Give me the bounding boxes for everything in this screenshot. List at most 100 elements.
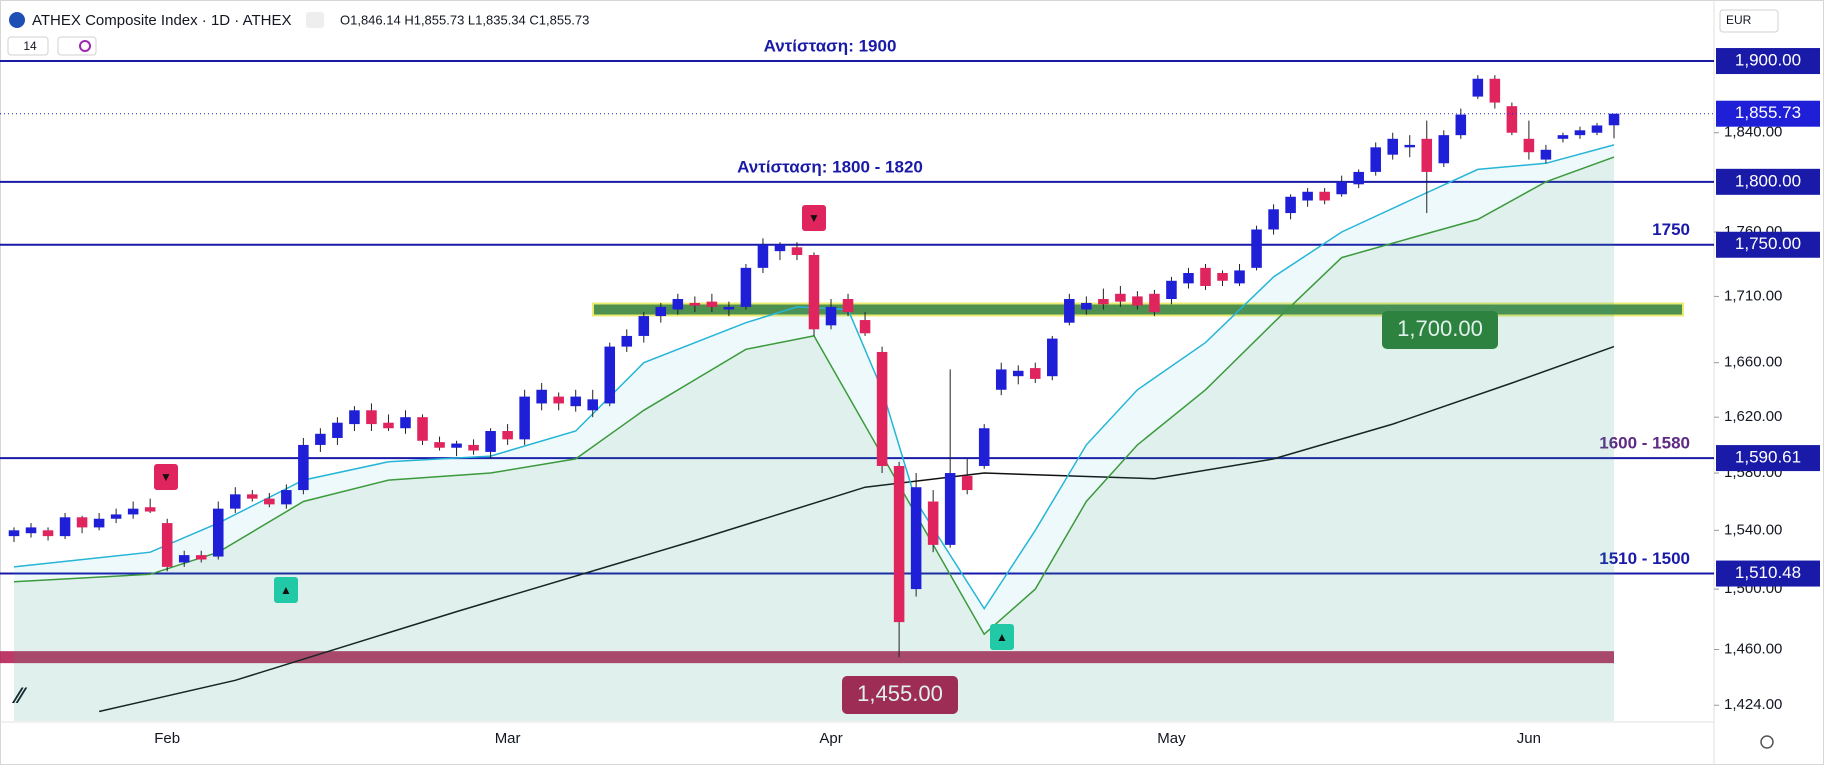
overlay-cloud bbox=[14, 157, 1614, 722]
candle-body bbox=[1064, 299, 1075, 323]
x-tick-label: Jun bbox=[1517, 730, 1541, 747]
y-tick-label: 1,620.00 bbox=[1724, 408, 1782, 425]
candle-body bbox=[76, 517, 88, 528]
x-tick-label: May bbox=[1157, 730, 1186, 747]
candle-body bbox=[1540, 149, 1552, 160]
candle-body bbox=[1472, 78, 1484, 97]
overlay-line bbox=[98, 345, 1615, 713]
candle-body bbox=[264, 498, 275, 505]
candle-body bbox=[842, 299, 854, 313]
candle-body bbox=[553, 396, 564, 404]
candle-body bbox=[366, 410, 377, 425]
candle-body bbox=[1421, 138, 1433, 172]
settings-icon[interactable] bbox=[1760, 735, 1774, 749]
candle-body bbox=[298, 444, 309, 491]
candle-body bbox=[774, 244, 786, 252]
last-price-box bbox=[1716, 100, 1820, 127]
x-tick-label: Apr bbox=[819, 730, 842, 747]
level-note: Αντίσταση: 1800 - 1820 bbox=[737, 157, 923, 176]
level-label-box bbox=[1716, 231, 1820, 258]
candle-body bbox=[1574, 130, 1586, 136]
overlay-line bbox=[13, 156, 1615, 636]
candle-body bbox=[978, 428, 990, 466]
interval-badge[interactable] bbox=[7, 36, 49, 56]
candle-body bbox=[604, 346, 616, 404]
candle-body bbox=[536, 389, 547, 404]
candle-body bbox=[1557, 135, 1569, 139]
x-tick-label: Mar bbox=[495, 730, 521, 747]
candle-body bbox=[638, 316, 650, 336]
signal-icon: ▼ bbox=[160, 470, 172, 484]
candle-body bbox=[212, 508, 224, 557]
candle-body bbox=[1319, 191, 1330, 201]
level-label: 1,800.00 bbox=[1735, 171, 1801, 190]
candle-body bbox=[1336, 181, 1347, 195]
candle-body bbox=[893, 465, 905, 623]
signal-icon: ▼ bbox=[808, 211, 820, 225]
candle-body bbox=[127, 508, 139, 515]
candle-body bbox=[1132, 296, 1143, 306]
signal-marker bbox=[154, 464, 178, 490]
candle-body bbox=[349, 410, 360, 425]
level-label-box bbox=[1716, 168, 1820, 195]
level-note: 1510 - 1500 bbox=[1599, 549, 1690, 568]
candle-body bbox=[161, 523, 173, 567]
chart-title[interactable]: ATHEX Composite Index · 1D · ATHEX bbox=[32, 12, 292, 29]
candle-body bbox=[825, 306, 837, 326]
candle-body bbox=[1217, 273, 1228, 281]
level-label-box bbox=[1716, 560, 1820, 587]
candle-body bbox=[757, 244, 769, 268]
candle-body bbox=[1234, 270, 1245, 284]
candle-body bbox=[961, 475, 973, 491]
overlay-line bbox=[13, 144, 1615, 610]
candle-body bbox=[1268, 209, 1279, 230]
y-tick-label: 1,460.00 bbox=[1724, 640, 1782, 657]
candle-body bbox=[1200, 267, 1211, 286]
candle-body bbox=[1149, 293, 1160, 313]
candle-body bbox=[1115, 293, 1126, 302]
signal-icon: ▲ bbox=[996, 630, 1008, 644]
candle-body bbox=[1489, 78, 1501, 103]
signal-marker bbox=[990, 624, 1014, 650]
band-label-box bbox=[842, 676, 958, 714]
x-tick-label: Feb bbox=[154, 730, 180, 747]
menu-button[interactable] bbox=[306, 12, 324, 28]
y-tick-label: 1,540.00 bbox=[1724, 521, 1782, 538]
alert-icon bbox=[79, 40, 91, 52]
y-tick-label: 1,840.00 bbox=[1724, 124, 1782, 141]
candle-body bbox=[25, 527, 37, 534]
overlay-cloud bbox=[14, 144, 1614, 721]
candle-body bbox=[927, 501, 939, 545]
candle-body bbox=[1591, 125, 1603, 133]
candle-body bbox=[655, 306, 667, 317]
candle-body bbox=[1370, 147, 1381, 172]
candle-body bbox=[195, 555, 207, 560]
candle-body bbox=[485, 431, 496, 452]
candle-body bbox=[689, 302, 701, 306]
candle-body bbox=[1030, 368, 1041, 379]
candle-body bbox=[230, 494, 241, 509]
signal-marker bbox=[802, 205, 826, 231]
candle-body bbox=[1438, 135, 1450, 164]
currency: EUR bbox=[1726, 13, 1752, 27]
candle-body bbox=[672, 299, 684, 310]
candle-body bbox=[247, 494, 258, 499]
candle-body bbox=[1302, 191, 1313, 201]
ohlc-text: O1,846.14 H1,855.73 L1,835.34 C1,855.73 bbox=[340, 12, 589, 27]
y-tick-label: 1,424.00 bbox=[1724, 696, 1782, 713]
candle-body bbox=[808, 254, 820, 330]
level-note: 1750 bbox=[1652, 220, 1690, 239]
currency-box[interactable] bbox=[1719, 9, 1779, 33]
candle-body bbox=[944, 473, 956, 545]
candle-body bbox=[332, 422, 343, 438]
candle-body bbox=[144, 507, 156, 512]
level-label: 1,590.61 bbox=[1735, 448, 1801, 467]
candle-body bbox=[1387, 138, 1398, 155]
interval-text: 14 bbox=[23, 39, 37, 53]
level-label-box bbox=[1716, 445, 1820, 472]
band-label: 1,700.00 bbox=[1397, 316, 1483, 341]
candle-body bbox=[1047, 338, 1058, 377]
candle-body bbox=[383, 422, 394, 429]
